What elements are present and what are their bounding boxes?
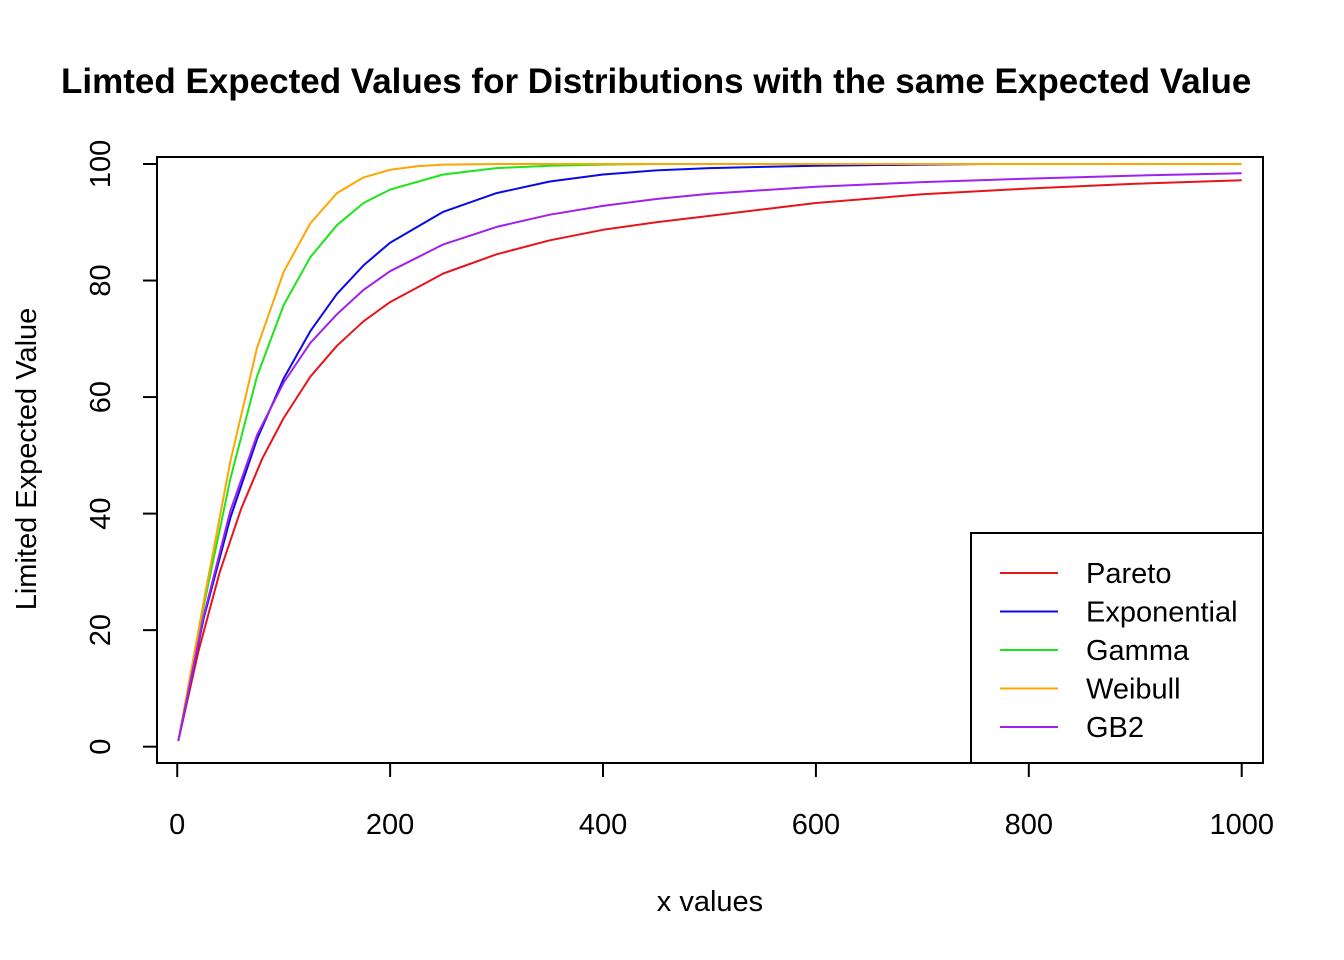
series-layer — [177, 163, 1242, 742]
x-tick-label: 1000 — [1209, 809, 1274, 841]
x-tick-label: 0 — [169, 809, 185, 841]
x-axis: 0 200 400 600 800 1000 — [169, 762, 1274, 841]
x-axis-title: x values — [657, 886, 763, 918]
chart-title: Limted Expected Values for Distributions… — [61, 62, 1251, 101]
legend-items: Pareto Exponential Gamma Weibull GB2 — [1000, 558, 1238, 744]
series-line-gb2 — [177, 172, 1242, 742]
legend-label-pareto: Pareto — [1086, 558, 1171, 590]
y-axis-title: Limited Expected Value — [11, 308, 43, 611]
legend-label-weibull: Weibull — [1086, 674, 1181, 706]
legend-label-gamma: Gamma — [1086, 635, 1190, 667]
y-tick-label: 100 — [85, 140, 117, 188]
legend-label-exponential: Exponential — [1086, 597, 1238, 629]
y-axis: 0 20 40 60 80 100 — [85, 140, 158, 755]
plot-area-border — [156, 156, 1264, 764]
y-tick-label: 60 — [85, 381, 117, 413]
legend-label-gb2: GB2 — [1086, 712, 1144, 744]
x-tick-label: 600 — [792, 809, 840, 841]
y-tick-label: 20 — [85, 614, 117, 646]
legend: Pareto Exponential Gamma Weibull GB2 — [970, 532, 1264, 764]
y-tick-label: 0 — [85, 739, 117, 755]
y-tick-label: 80 — [85, 264, 117, 296]
x-tick-label: 400 — [579, 809, 627, 841]
x-tick-label: 200 — [366, 809, 414, 841]
x-tick-label: 800 — [1005, 809, 1053, 841]
series-line-exponential — [177, 163, 987, 742]
series-line-pareto — [177, 179, 1242, 742]
legend-box — [970, 532, 1264, 764]
series-line-weibull — [177, 163, 1242, 742]
y-tick-label: 40 — [85, 497, 117, 529]
